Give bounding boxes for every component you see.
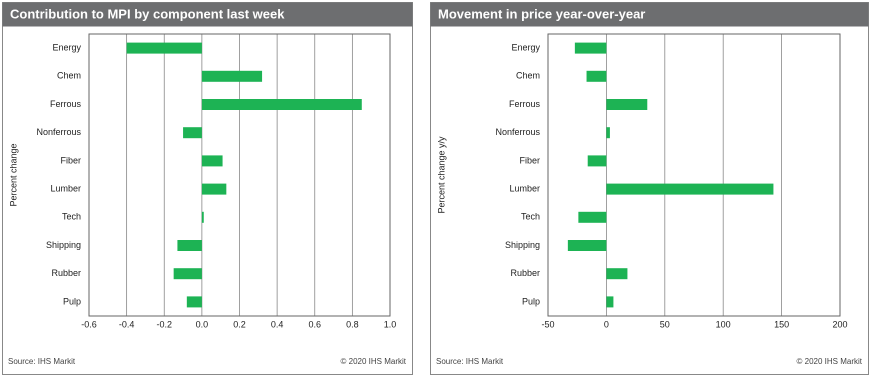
bar (201, 155, 223, 167)
y-tick-label: Energy (511, 42, 540, 52)
y-tick-label: Lumber (509, 183, 540, 193)
y-tick-label: Fiber (519, 155, 540, 165)
bar (567, 240, 607, 251)
bar (606, 99, 648, 110)
x-tick-label: 200 (832, 319, 847, 329)
y-tick-label: Chem (57, 71, 81, 81)
y-tick-label: Pulp (63, 296, 81, 306)
bar (574, 42, 607, 54)
panel-header (2, 2, 413, 27)
bar (173, 268, 202, 280)
bar (183, 127, 202, 139)
y-tick-label: Energy (52, 42, 81, 52)
y-tick-label: Shipping (505, 240, 540, 250)
source: Source: IHS Markit (436, 357, 504, 366)
bar (578, 211, 607, 223)
y-axis-label: Percent change y/y (436, 136, 446, 214)
x-tick-label: 0.8 (346, 319, 359, 329)
bar (606, 127, 610, 139)
x-tick-label: 1.0 (384, 319, 397, 329)
y-tick-label: Ferrous (509, 99, 541, 109)
y-axis-label: Percent change (8, 143, 18, 206)
bar (586, 70, 607, 82)
bar (201, 183, 227, 195)
plot-border (547, 33, 841, 317)
x-tick-label: 0.2 (233, 319, 246, 329)
y-tick-label: Pulp (522, 296, 540, 306)
source: Source: IHS Markit (8, 357, 76, 366)
bar (177, 240, 202, 251)
y-tick-label: Nonferrous (495, 127, 540, 137)
bar (587, 155, 607, 167)
y-tick-label: Rubber (51, 268, 81, 278)
x-tick-label: 0.6 (308, 319, 321, 329)
bar (201, 70, 263, 82)
plot-border (88, 33, 391, 317)
x-tick-label: -50 (541, 319, 554, 329)
x-tick-label: 0.0 (196, 319, 209, 329)
bar (606, 268, 628, 280)
x-tick-label: 50 (660, 319, 670, 329)
panel-header (430, 2, 869, 27)
x-tick-label: -0.2 (156, 319, 172, 329)
y-tick-label: Nonferrous (36, 127, 81, 137)
x-tick-label: 150 (774, 319, 789, 329)
copyright: © 2020 IHS Markit (341, 357, 407, 366)
y-tick-label: Tech (62, 212, 81, 222)
x-tick-label: -0.6 (81, 319, 97, 329)
x-tick-label: 0 (604, 319, 609, 329)
x-tick-label: 0.4 (271, 319, 284, 329)
bar (606, 296, 614, 308)
bar (201, 99, 362, 110)
y-tick-label: Rubber (510, 268, 540, 278)
copyright: © 2020 IHS Markit (797, 357, 863, 366)
chart-title: Movement in price year-over-year (438, 6, 645, 21)
bar (186, 296, 202, 308)
y-tick-label: Fiber (60, 155, 81, 165)
bar (126, 42, 202, 54)
x-tick-label: 100 (716, 319, 731, 329)
bar (606, 183, 774, 195)
x-tick-label: -0.4 (119, 319, 135, 329)
y-tick-label: Lumber (50, 183, 81, 193)
y-tick-label: Shipping (46, 240, 81, 250)
chart-title: Contribution to MPI by component last we… (10, 6, 285, 21)
y-tick-label: Chem (516, 71, 540, 81)
bar (201, 211, 204, 223)
y-tick-label: Ferrous (50, 99, 82, 109)
y-tick-label: Tech (521, 212, 540, 222)
